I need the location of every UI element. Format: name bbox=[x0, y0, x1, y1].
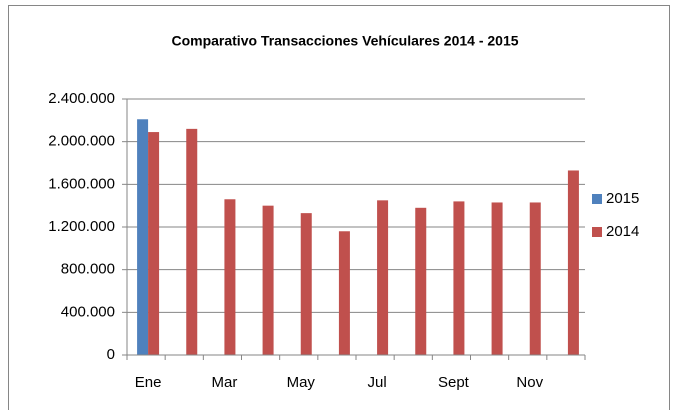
y-tick-label: 1.600.000 bbox=[48, 175, 115, 192]
y-tick-label: 0 bbox=[107, 346, 115, 363]
bar bbox=[453, 201, 465, 355]
bar bbox=[224, 199, 236, 355]
bar bbox=[491, 202, 503, 355]
bar bbox=[186, 128, 198, 355]
y-tick-label: 2.000.000 bbox=[48, 133, 115, 150]
bar bbox=[567, 170, 579, 355]
legend-label: 2014 bbox=[606, 223, 639, 240]
bar bbox=[262, 205, 274, 355]
bar bbox=[137, 119, 149, 356]
legend-swatch bbox=[592, 194, 602, 204]
x-tick-label: Mar bbox=[211, 374, 237, 391]
chart-title: Comparativo Transacciones Vehículares 20… bbox=[171, 33, 518, 49]
x-tick-label: Jul bbox=[367, 374, 386, 391]
bar bbox=[377, 200, 389, 355]
bar bbox=[529, 202, 541, 355]
x-tick-label: Ene bbox=[135, 374, 162, 391]
x-tick-label: Sept bbox=[438, 374, 470, 391]
y-tick-label: 800.000 bbox=[61, 261, 115, 278]
bar bbox=[338, 231, 350, 355]
legend-swatch bbox=[592, 227, 602, 237]
legend-label: 2015 bbox=[606, 190, 639, 207]
x-tick-label: Nov bbox=[516, 374, 543, 391]
x-tick-label: May bbox=[287, 374, 316, 391]
y-tick-label: 2.400.000 bbox=[48, 90, 115, 107]
bar bbox=[415, 207, 427, 355]
y-tick-label: 400.000 bbox=[61, 303, 115, 320]
y-tick-label: 1.200.000 bbox=[48, 218, 115, 235]
bar bbox=[148, 132, 160, 355]
bar bbox=[300, 213, 312, 355]
